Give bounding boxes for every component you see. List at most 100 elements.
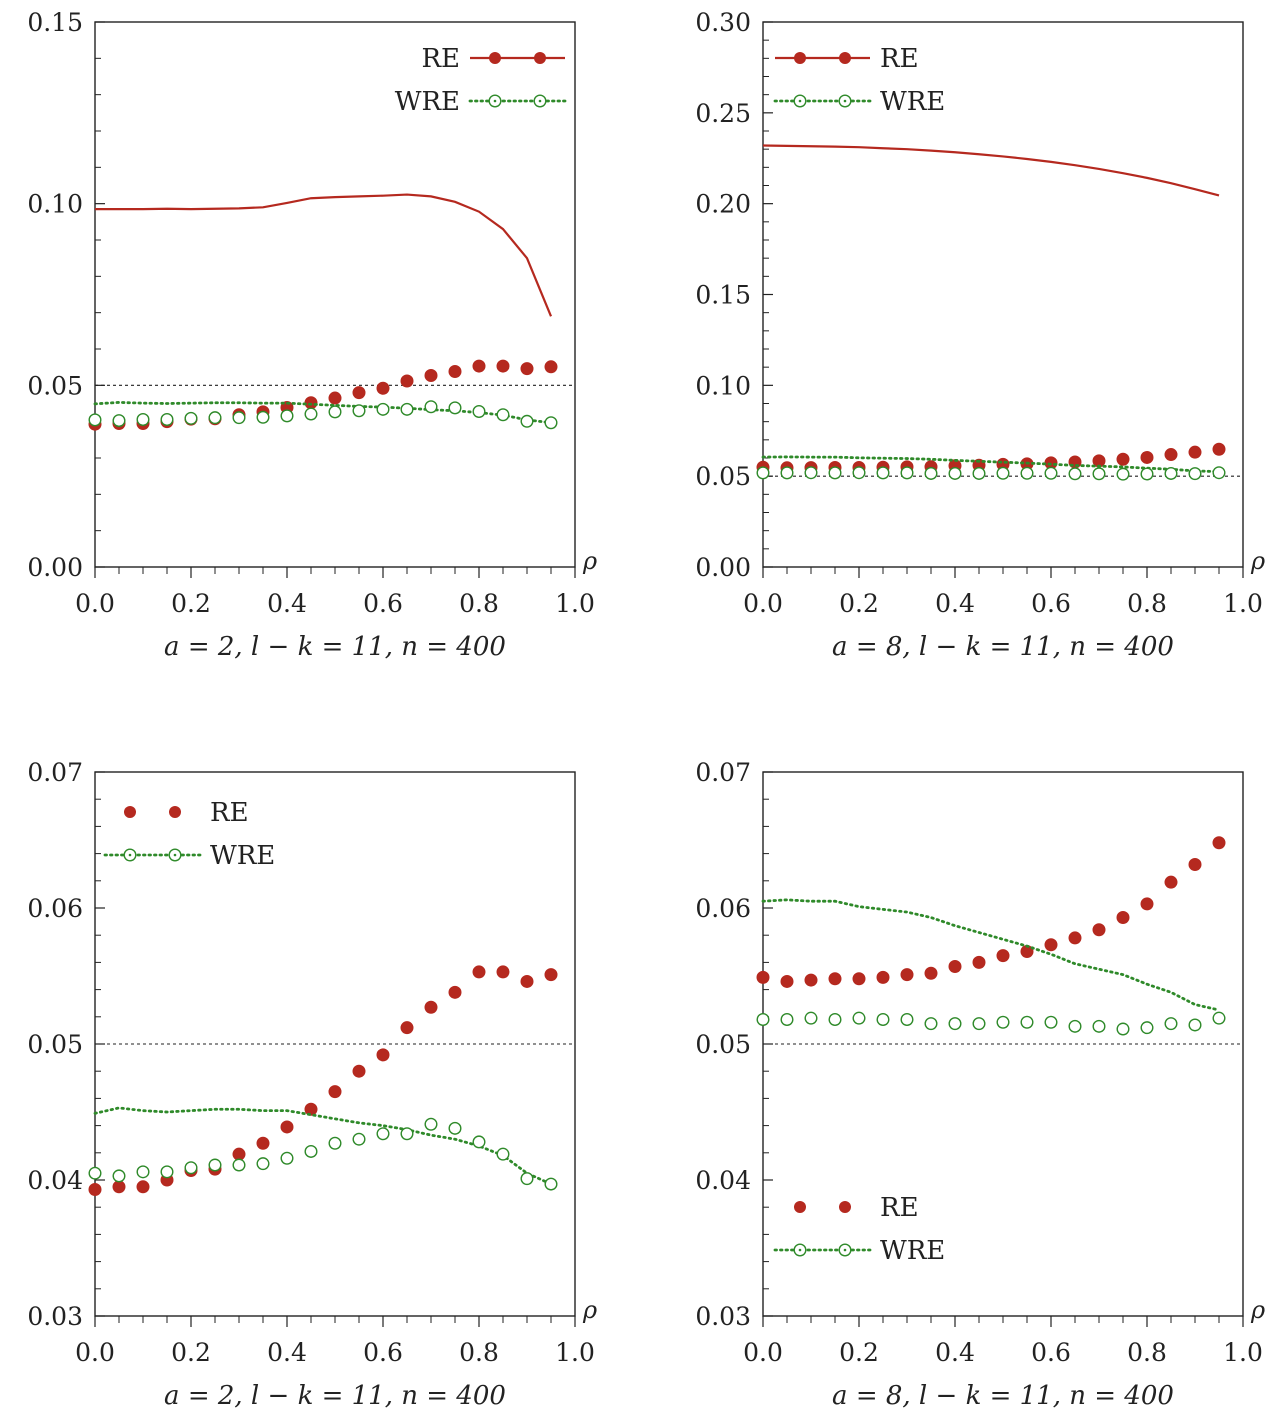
data-point <box>448 365 462 379</box>
data-point <box>1188 1018 1202 1032</box>
data-point <box>1020 1015 1034 1029</box>
data-point <box>1188 857 1202 871</box>
x-tick-label: 0.0 <box>75 1338 115 1367</box>
legend-marker-dot <box>128 853 132 857</box>
x-tick-label: 0.6 <box>1031 1338 1071 1367</box>
data-point <box>756 970 770 984</box>
x-tick-label: 0.6 <box>363 589 403 618</box>
data-point <box>1116 911 1130 925</box>
y-tick-label: 0.20 <box>695 190 751 219</box>
legend-label: WRE <box>395 87 460 117</box>
data-point <box>852 972 866 986</box>
x-tick-label: 1.0 <box>555 1338 595 1367</box>
y-tick-label: 0.07 <box>695 758 751 787</box>
data-point <box>520 362 534 376</box>
panel-caption: a = 2, l − k = 11, n = 400 <box>164 632 506 662</box>
data-point <box>424 400 438 414</box>
legend: RE WRE <box>773 1193 945 1266</box>
y-tick-label: 0.15 <box>695 281 751 310</box>
data-point <box>996 1015 1010 1029</box>
series-re-solid-line <box>95 193 553 317</box>
data-point <box>232 411 246 425</box>
data-point <box>828 972 842 986</box>
data-point <box>160 412 174 426</box>
data-point <box>972 955 986 969</box>
data-point <box>544 968 558 982</box>
data-point <box>1188 467 1202 481</box>
data-point <box>280 1120 294 1134</box>
data-point <box>804 466 818 480</box>
legend-marker-dot <box>493 99 497 103</box>
data-point <box>828 1013 842 1027</box>
x-tick-label: 0.4 <box>935 589 975 618</box>
data-point <box>448 985 462 999</box>
data-point <box>1140 1021 1154 1035</box>
legend-marker-dot <box>173 853 177 857</box>
x-tick-label: 0.0 <box>75 589 115 618</box>
data-point <box>472 965 486 979</box>
data-point <box>996 466 1010 480</box>
data-point <box>328 1085 342 1099</box>
legend-label: RE <box>880 1193 919 1223</box>
legend-marker <box>839 1201 851 1213</box>
y-tick-label: 0.10 <box>695 371 751 400</box>
data-point <box>232 1147 246 1161</box>
legend-entry-re: RE <box>775 44 919 74</box>
data-point <box>280 409 294 423</box>
data-point <box>948 1017 962 1031</box>
data-point <box>544 360 558 374</box>
data-point <box>1044 938 1058 952</box>
y-tick-label: 0.10 <box>27 190 83 219</box>
x-tick-label: 0.8 <box>459 1338 499 1367</box>
data-point <box>852 1011 866 1025</box>
y-tick-label: 0.03 <box>695 1302 751 1331</box>
data-point <box>448 401 462 415</box>
data-point <box>352 1064 366 1078</box>
data-point <box>472 404 486 418</box>
data-point <box>112 1180 126 1194</box>
x-tick-label: 0.6 <box>363 1338 403 1367</box>
data-point <box>972 466 986 480</box>
legend-label: WRE <box>880 1236 945 1266</box>
data-point <box>472 1135 486 1149</box>
legend-label: WRE <box>210 841 275 871</box>
series-wre-open-markers <box>756 1011 1226 1036</box>
x-tick-label: 0.4 <box>267 1338 307 1367</box>
data-point <box>400 402 414 416</box>
x-tick-label: 0.0 <box>743 589 783 618</box>
data-point <box>256 1157 270 1171</box>
data-point <box>1212 442 1226 456</box>
data-point <box>208 1158 222 1172</box>
data-point <box>1188 445 1202 459</box>
data-point <box>328 1136 342 1150</box>
x-tick-label: 0.0 <box>743 1338 783 1367</box>
data-point <box>376 1127 390 1141</box>
data-point <box>1140 897 1154 911</box>
y-tick-label: 0.05 <box>695 462 751 491</box>
data-point <box>376 1048 390 1062</box>
legend-marker <box>124 806 136 818</box>
data-point <box>780 974 794 988</box>
data-point <box>924 1017 938 1031</box>
series-wre-open-markers <box>756 466 1226 481</box>
series-dotted-line <box>761 455 1221 474</box>
series-wre-open-markers <box>88 400 558 430</box>
y-tick-label: 0.06 <box>695 894 751 923</box>
data-point <box>208 411 222 425</box>
data-point <box>520 1172 534 1186</box>
data-point <box>160 1165 174 1179</box>
data-point <box>400 374 414 388</box>
series-re-filled-markers <box>88 359 558 431</box>
data-point <box>1164 875 1178 889</box>
legend-entry-wre: WRE <box>103 841 275 871</box>
chart-panel-4: 0.03 0.04 0.05 0.06 0.07 0.0 0.2 0.4 0.6 0.8 1.0 ρ a… <box>695 758 1265 1411</box>
data-point <box>1044 466 1058 480</box>
data-point <box>780 466 794 480</box>
data-point <box>948 466 962 480</box>
data-point <box>280 1151 294 1165</box>
data-point <box>804 1011 818 1025</box>
data-point <box>184 411 198 425</box>
chart-panel-3: 0.03 0.04 0.05 0.06 0.07 0.0 0.2 0.4 0.6 0.8 1.0 ρ a… <box>27 758 597 1411</box>
data-point <box>828 466 842 480</box>
plot-frame <box>94 21 576 568</box>
